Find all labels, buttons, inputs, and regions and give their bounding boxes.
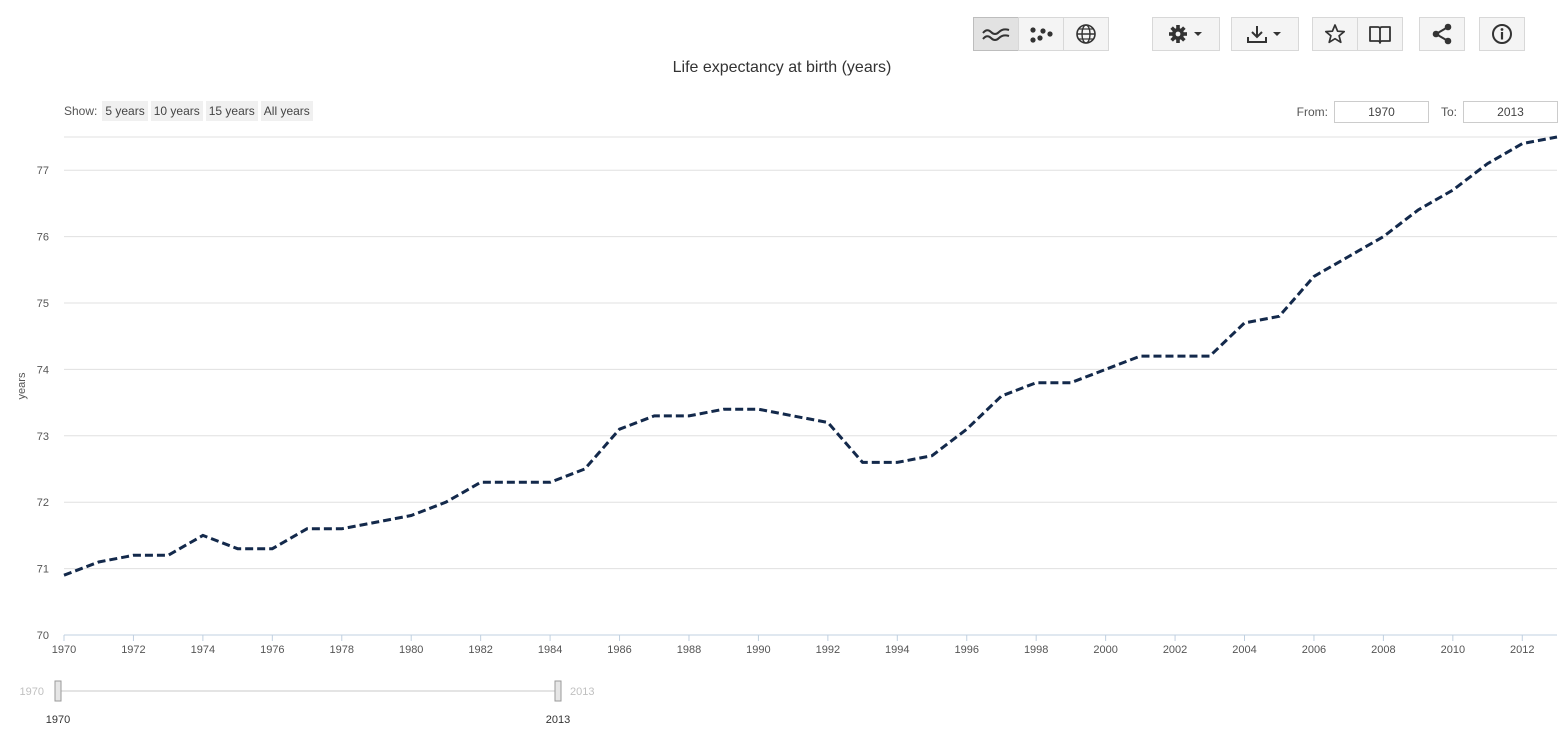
y-tick-label: 73 [37,431,49,443]
x-tick-label: 1988 [677,644,701,656]
navigator-left-handle[interactable] [54,680,62,702]
y-tick-label: 72 [37,497,49,509]
line-chart-view-button[interactable] [973,17,1019,51]
x-tick-label: 1980 [399,644,423,656]
y-tick-label: 70 [37,630,49,642]
chevron-down-icon [1194,32,1202,36]
x-tick-label: 1970 [52,644,76,656]
view-toggle-group [973,17,1109,51]
show-5-years-button[interactable]: 5 years [102,101,148,121]
navigator-right-handle[interactable] [554,680,562,702]
x-tick-label: 1986 [607,644,631,656]
y-tick-label: 77 [37,165,49,177]
y-tick-label: 74 [37,364,49,376]
y-axis-labels: 70 71 72 73 74 75 76 77 [37,165,49,642]
navigator-max-label: 2013 [570,686,594,698]
y-axis-title: years [16,372,28,399]
x-tick-label: 1994 [885,644,909,656]
from-input[interactable] [1333,101,1429,123]
x-tick-label: 2000 [1093,644,1117,656]
navigator: 1970 2013 1970 2013 [20,680,594,726]
grid-lines [63,136,1557,641]
x-tick-label: 2004 [1232,644,1256,656]
settings-button[interactable] [1152,17,1220,51]
from-label: From: [1296,105,1328,119]
gear-icon [1169,25,1202,43]
show-all-years-button[interactable]: All years [260,101,313,121]
navigator-min-label: 1970 [20,686,44,698]
info-button[interactable] [1479,17,1525,51]
range-selector: Show: 5 years 10 years 15 years All year… [64,101,316,121]
x-tick-label: 2012 [1510,644,1534,656]
show-15-years-button[interactable]: 15 years [205,101,258,121]
show-10-years-button[interactable]: 10 years [150,101,203,121]
download-group [1231,17,1299,51]
date-range-inputs: From: To: [1297,101,1558,123]
navigator-end-label: 2013 [546,714,570,726]
x-tick-label: 1976 [260,644,284,656]
x-tick-label: 1996 [955,644,979,656]
x-tick-label: 1974 [191,644,215,656]
bookmark-group [1312,17,1403,51]
navigator-start-label: 1970 [46,714,70,726]
y-tick-label: 76 [37,232,49,244]
x-tick-label: 1982 [468,644,492,656]
x-axis-labels: 1970 1972 1974 1976 1978 1980 1982 1984 1986 1988… [52,644,1535,656]
info-icon [1492,24,1512,44]
x-tick-label: 1992 [816,644,840,656]
reading-list-button[interactable] [1357,17,1403,51]
y-tick-label: 75 [37,298,49,310]
scatter-view-button[interactable] [1018,17,1064,51]
map-view-button[interactable] [1063,17,1109,51]
x-tick-label: 2010 [1441,644,1465,656]
star-icon [1324,24,1346,44]
info-group [1479,17,1525,51]
scatter-icon [1030,27,1053,43]
download-icon [1247,26,1281,43]
share-icon [1432,23,1452,45]
series-line [63,135,1558,577]
book-icon [1369,26,1391,44]
x-tick-label: 1984 [538,644,562,656]
x-tick-label: 2002 [1163,644,1187,656]
y-tick-label: 71 [37,564,49,576]
globe-icon [1076,24,1096,44]
chart-title: Life expectancy at birth (years) [672,59,892,76]
x-tick-label: 1978 [330,644,354,656]
share-group [1419,17,1465,51]
share-button[interactable] [1419,17,1465,51]
to-input[interactable] [1463,101,1558,123]
show-label: Show: [64,104,98,118]
x-tick-label: 1990 [746,644,770,656]
settings-group [1152,17,1220,51]
x-tick-label: 2006 [1302,644,1326,656]
x-tick-label: 1972 [121,644,145,656]
line-chart-icon [982,28,1010,41]
to-label: To: [1440,105,1457,119]
x-tick-label: 2008 [1371,644,1395,656]
x-tick-label: 1998 [1024,644,1048,656]
download-button[interactable] [1231,17,1299,51]
